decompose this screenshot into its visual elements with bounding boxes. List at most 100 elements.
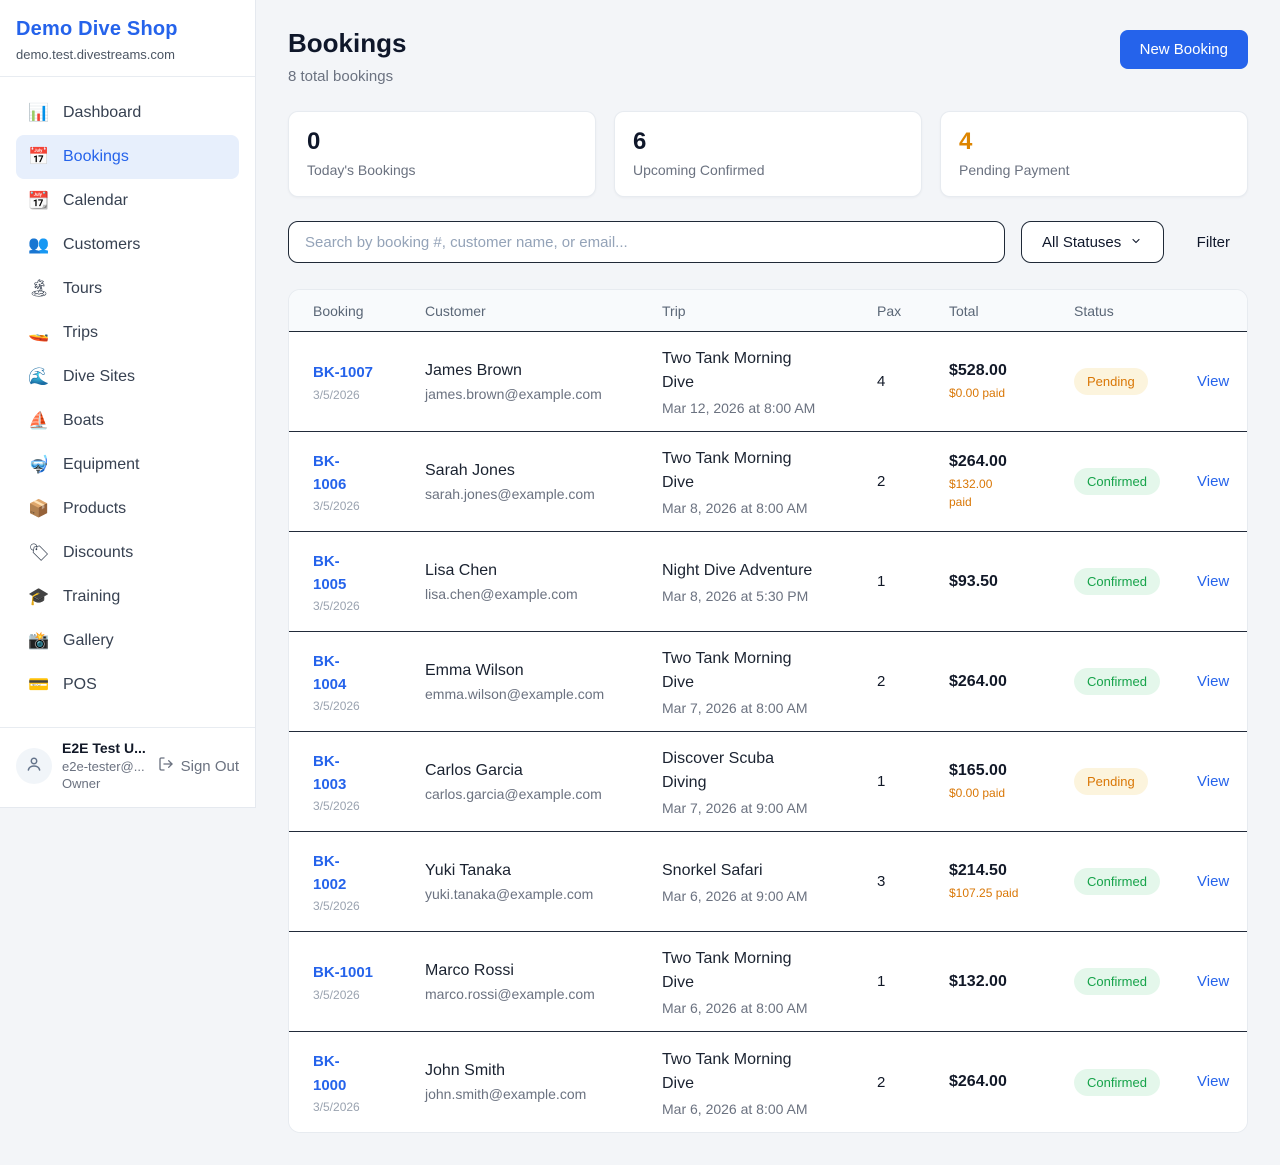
sidebar-item-dive-sites[interactable]: 🌊 Dive Sites: [16, 355, 239, 399]
tag-icon: 🏷: [28, 543, 50, 562]
customer-email: lisa.chen@example.com: [425, 585, 578, 602]
booking-link[interactable]: BK- 1005: [313, 552, 347, 593]
dive-mask-icon: 🤿: [28, 455, 50, 474]
total-amount: $165.00: [949, 761, 1007, 779]
trip-datetime: Mar 6, 2026 at 9:00 AM: [662, 888, 808, 904]
speedboat-icon: 🚤: [28, 323, 50, 342]
sidebar-item-label: Dashboard: [63, 104, 142, 121]
sidebar-item-label: POS: [63, 676, 97, 693]
sidebar-item-customers[interactable]: 👥 Customers: [16, 223, 239, 267]
sidebar-item-label: Training: [63, 588, 121, 605]
customer-email: emma.wilson@example.com: [425, 685, 605, 702]
brand-name: Demo Dive Shop: [16, 18, 178, 40]
paid-amount: $0.00 paid: [949, 385, 1006, 400]
stat-label: Pending Payment: [959, 162, 1070, 178]
stat-card-todays-bookings: 0 Today's Bookings: [288, 111, 596, 197]
booking-date: 3/5/2026: [313, 599, 360, 614]
total-amount: $214.50: [949, 861, 1007, 879]
pax-count: 1: [877, 973, 886, 990]
view-link[interactable]: View: [1197, 472, 1230, 490]
view-link[interactable]: View: [1197, 572, 1230, 590]
page-header: Bookings 8 total bookings New Booking: [288, 28, 1248, 85]
sidebar-item-dashboard[interactable]: 📊 Dashboard: [16, 91, 239, 135]
view-link[interactable]: View: [1197, 872, 1230, 890]
status-badge: Confirmed: [1074, 868, 1160, 895]
table-row: BK- 1005 3/5/2026 Lisa Chen lisa.chen@ex…: [289, 532, 1247, 632]
booking-date: 3/5/2026: [313, 499, 360, 514]
view-link[interactable]: View: [1197, 972, 1230, 990]
brand-domain: demo.test.divestreams.com: [16, 47, 175, 62]
trip-name: Two Tank Morning Dive: [662, 650, 792, 691]
stat-value: 0: [307, 128, 321, 155]
camera-icon: 📸: [28, 631, 50, 650]
page-subtitle: 8 total bookings: [288, 68, 394, 85]
table-row: BK-1007 3/5/2026 James Brown james.brown…: [289, 332, 1247, 432]
booking-link[interactable]: BK- 1002: [313, 852, 347, 893]
filter-label[interactable]: Filter: [1196, 233, 1230, 251]
column-header-pax: Pax: [877, 302, 902, 319]
sidebar-item-equipment[interactable]: 🤿 Equipment: [16, 443, 239, 487]
pax-count: 1: [877, 573, 886, 590]
view-link[interactable]: View: [1197, 672, 1230, 690]
customer-name: Emma Wilson: [425, 661, 524, 679]
booking-link[interactable]: BK- 1004: [313, 652, 347, 693]
sidebar-item-boats[interactable]: ⛵ Boats: [16, 399, 239, 443]
trip-datetime: Mar 12, 2026 at 8:00 AM: [662, 400, 816, 416]
sidebar-item-label: Discounts: [63, 544, 134, 561]
chevron-down-icon: [1130, 234, 1142, 251]
pax-count: 2: [877, 1073, 886, 1091]
booking-link[interactable]: BK-1007: [313, 364, 374, 382]
sidebar-item-calendar[interactable]: 📆 Calendar: [16, 179, 239, 223]
customer-name: Marco Rossi: [425, 961, 514, 979]
booking-link[interactable]: BK-1001: [313, 964, 374, 982]
sidebar-item-tours[interactable]: 🏝 Tours: [16, 267, 239, 311]
filter-row: All Statuses Filter: [288, 221, 1248, 263]
sidebar-item-label: Boats: [63, 412, 104, 429]
people-icon: 👥: [28, 235, 50, 254]
status-badge: Confirmed: [1074, 668, 1160, 695]
page-header-text: Bookings 8 total bookings: [288, 28, 406, 85]
sign-out-label: Sign Out: [180, 757, 239, 775]
new-booking-button[interactable]: New Booking: [1119, 30, 1248, 69]
table-row: BK- 1003 3/5/2026 Carlos Garcia carlos.g…: [289, 732, 1247, 832]
view-link[interactable]: View: [1197, 772, 1230, 790]
user-role: Owner: [62, 776, 101, 792]
sidebar-item-trips[interactable]: 🚤 Trips: [16, 311, 239, 355]
column-header-customer: Customer: [425, 302, 486, 319]
sidebar-item-pos[interactable]: 💳 POS: [16, 663, 239, 707]
paid-amount: $132.00 paid: [949, 476, 993, 509]
total-amount: $264.00: [949, 1073, 1007, 1090]
sidebar-item-label: Trips: [63, 324, 98, 341]
sign-out-button[interactable]: Sign Out: [158, 756, 239, 776]
trip-name: Night Dive Adventure: [662, 562, 813, 579]
booking-date: 3/5/2026: [313, 899, 360, 914]
sidebar-item-products[interactable]: 📦 Products: [16, 487, 239, 531]
sidebar: Demo Dive Shop demo.test.divestreams.com…: [0, 0, 256, 808]
status-select[interactable]: All Statuses: [1020, 221, 1164, 263]
sidebar-item-discounts[interactable]: 🏷 Discounts: [16, 531, 239, 575]
table-row: BK-1001 3/5/2026 Marco Rossi marco.rossi…: [289, 932, 1247, 1032]
trip-datetime: Mar 6, 2026 at 8:00 AM: [662, 1000, 808, 1016]
search-input[interactable]: [288, 221, 1005, 263]
stat-card-upcoming-confirmed: 6 Upcoming Confirmed: [614, 111, 922, 197]
status-badge: Confirmed: [1074, 968, 1160, 995]
pax-count: 1: [877, 773, 886, 790]
credit-card-icon: 💳: [28, 675, 50, 694]
island-icon: 🏝: [28, 279, 50, 298]
total-amount: $132.00: [949, 972, 1007, 990]
booking-date: 3/5/2026: [313, 987, 360, 1002]
view-link[interactable]: View: [1197, 1073, 1230, 1090]
column-header-total: Total: [949, 302, 979, 319]
user-email: e2e-tester@...: [62, 758, 145, 774]
sidebar-item-bookings[interactable]: 📅 Bookings: [16, 135, 239, 179]
booking-link[interactable]: BK- 1003: [313, 752, 347, 793]
sidebar-item-training[interactable]: 🎓 Training: [16, 575, 239, 619]
customer-email: james.brown@example.com: [425, 385, 602, 402]
status-badge: Confirmed: [1074, 568, 1160, 595]
view-link[interactable]: View: [1197, 372, 1230, 390]
sidebar-item-gallery[interactable]: 📸 Gallery: [16, 619, 239, 663]
customer-email: john.smith@example.com: [425, 1086, 587, 1102]
graduation-cap-icon: 🎓: [28, 587, 50, 606]
booking-link[interactable]: BK- 1000: [313, 1053, 347, 1094]
booking-link[interactable]: BK- 1006: [313, 452, 347, 493]
